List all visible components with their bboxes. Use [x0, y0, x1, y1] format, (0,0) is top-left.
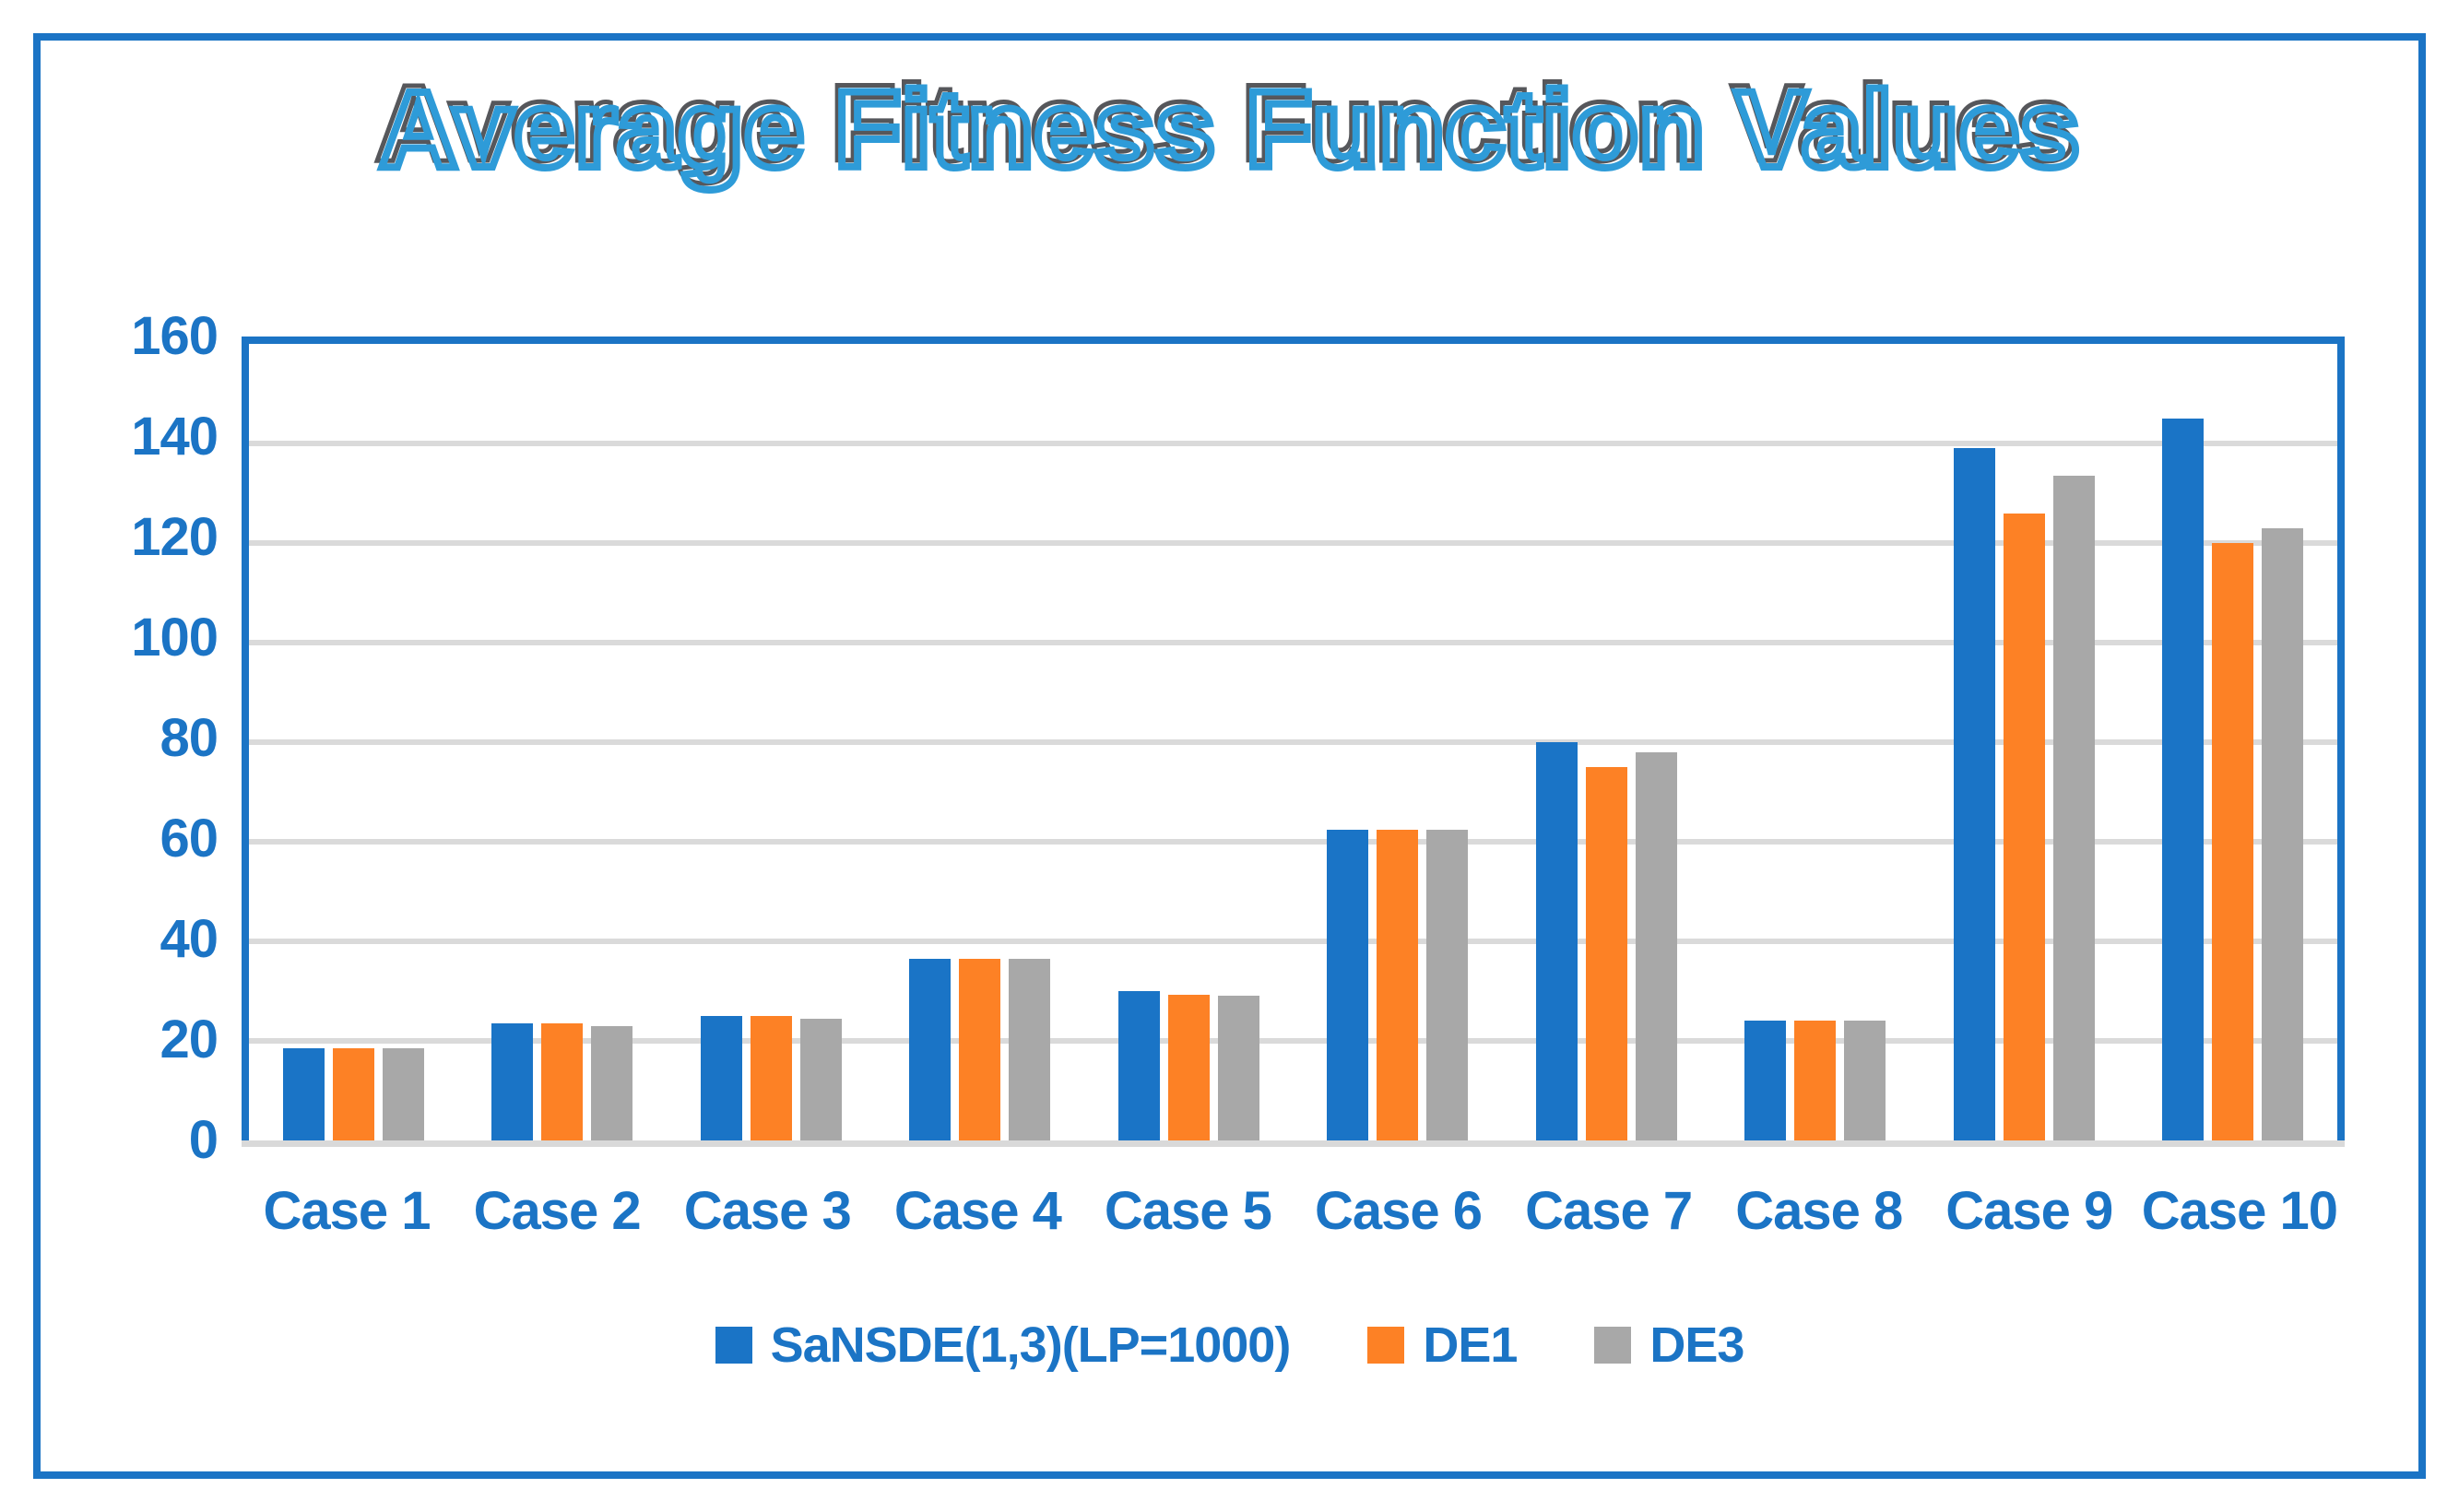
bar-case-10-de1 [2212, 543, 2254, 1140]
legend-label: DE3 [1649, 1317, 1744, 1373]
y-tick-label-20: 20 [160, 1010, 219, 1069]
x-axis-label-case-2: Case 2 [473, 1181, 642, 1241]
x-axis-label-case-6: Case 6 [1315, 1181, 1483, 1241]
legend-item-de3: DE3 [1594, 1317, 1744, 1374]
legend-item-sansde-1-3-lp-1000-: SaNSDE(1,3)(LP=1000) [715, 1317, 1291, 1374]
bar-case-5-de1 [1167, 994, 1210, 1140]
legend-label: SaNSDE(1,3)(LP=1000) [770, 1317, 1292, 1373]
gridline-80 [249, 739, 2337, 745]
bar-case-8-sansde-1-3-lp-1000- [1744, 1021, 1787, 1140]
bar-case-3-de1 [750, 1016, 792, 1140]
bar-case-1-de1 [332, 1048, 374, 1140]
bar-case-10-de3 [2262, 527, 2304, 1140]
bar-case-5-sansde-1-3-lp-1000- [1117, 991, 1160, 1140]
gridline-100 [249, 640, 2337, 645]
bar-case-4-de3 [1009, 958, 1051, 1140]
bar-case-10-sansde-1-3-lp-1000- [2162, 419, 2205, 1140]
legend: SaNSDE(1,3)(LP=1000) DE1 DE3 [0, 1317, 2459, 1374]
bar-case-1-de3 [382, 1048, 424, 1140]
x-axis-label-case-4: Case 4 [893, 1181, 1062, 1241]
bar-case-6-de1 [1377, 829, 1419, 1140]
gridline-140 [249, 441, 2337, 446]
bar-case-2-de3 [591, 1025, 633, 1140]
legend-swatch-icon [1367, 1327, 1405, 1364]
bar-case-8-de3 [1844, 1021, 1886, 1140]
bar-case-7-sansde-1-3-lp-1000- [1535, 742, 1578, 1140]
y-tick-label-100: 100 [131, 608, 219, 667]
bar-case-8-de1 [1794, 1021, 1837, 1140]
x-axis-label-case-9: Case 9 [1945, 1181, 2113, 1241]
bar-case-2-de1 [541, 1023, 584, 1140]
x-axis-labels: Case 1 Case 2 Case 3 Case 4 Case 5 Case 6 Case… [242, 1164, 2345, 1246]
x-axis-baseline [242, 1140, 2345, 1147]
x-axis-label-case-1: Case 1 [263, 1181, 432, 1241]
legend-item-de1: DE1 [1367, 1317, 1518, 1374]
bar-case-6-de3 [1426, 829, 1469, 1140]
y-tick-label-60: 60 [160, 809, 219, 868]
bar-case-6-sansde-1-3-lp-1000- [1327, 829, 1369, 1140]
y-tick-label-80: 80 [160, 708, 219, 768]
x-axis-label-case-5: Case 5 [1104, 1181, 1272, 1241]
x-axis-label-case-10: Case 10 [2141, 1181, 2338, 1241]
gridline-40 [249, 939, 2337, 944]
legend-label: DE1 [1423, 1317, 1518, 1373]
legend-swatch-icon [715, 1327, 752, 1364]
gridline-60 [249, 839, 2337, 845]
bar-case-7-de3 [1635, 751, 1677, 1140]
bar-case-3-sansde-1-3-lp-1000- [700, 1016, 742, 1140]
x-axis-label-case-8: Case 8 [1735, 1181, 1903, 1241]
plot-area [242, 337, 2345, 1147]
y-tick-label-0: 0 [188, 1110, 219, 1170]
bar-case-9-de1 [2003, 513, 2045, 1140]
bar-case-9-sansde-1-3-lp-1000- [1953, 448, 1995, 1140]
y-tick-label-160: 160 [131, 306, 219, 366]
bar-case-5-de3 [1217, 996, 1259, 1140]
bar-case-4-sansde-1-3-lp-1000- [909, 958, 952, 1140]
legend-swatch-icon [1594, 1327, 1632, 1364]
x-axis-label-case-7: Case 7 [1525, 1181, 1693, 1241]
bar-case-7-de1 [1585, 767, 1627, 1140]
bar-case-3-de3 [799, 1018, 842, 1140]
y-tick-label-140: 140 [131, 407, 219, 467]
bar-case-2-sansde-1-3-lp-1000- [491, 1023, 534, 1140]
bar-case-9-de3 [2052, 476, 2095, 1140]
y-tick-label-40: 40 [160, 909, 219, 969]
x-axis-label-case-3: Case 3 [683, 1181, 852, 1241]
bar-case-1-sansde-1-3-lp-1000- [282, 1048, 325, 1140]
y-axis: 0 20 40 60 80 100 120 140 160 [37, 310, 219, 1167]
bar-case-4-de1 [959, 958, 1001, 1140]
gridline-120 [249, 540, 2337, 546]
chart-outer-border [33, 33, 2426, 1479]
gridline-20 [249, 1038, 2337, 1044]
y-tick-label-120: 120 [131, 507, 219, 567]
